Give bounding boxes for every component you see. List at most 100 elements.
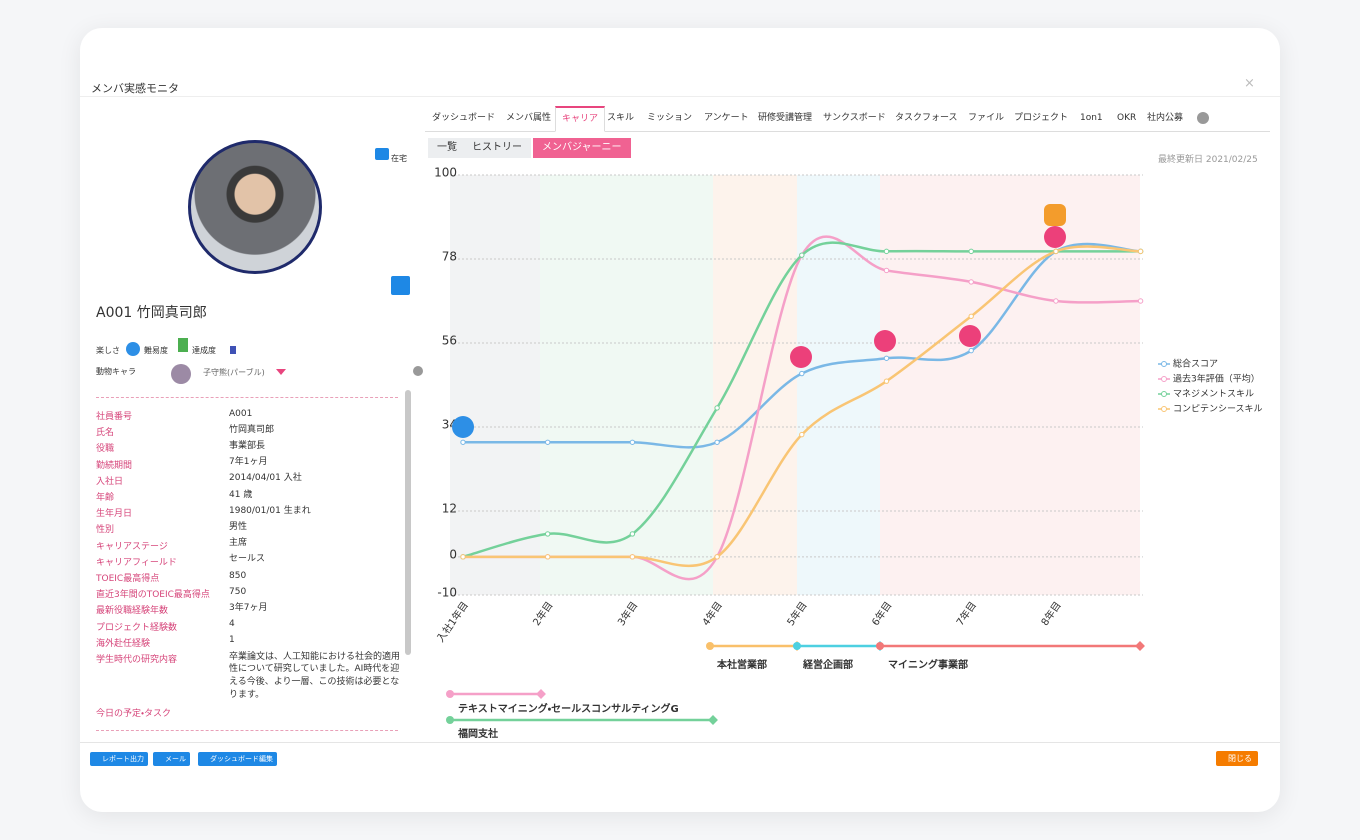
subtab[interactable]: ヒストリー <box>463 138 531 158</box>
tab[interactable]: ファイル <box>968 113 1005 123</box>
y-tick-label: 0 <box>449 547 457 561</box>
edit-button[interactable] <box>391 276 410 295</box>
data-point <box>714 405 720 411</box>
subtab[interactable]: メンバジャーニー <box>533 138 631 158</box>
profile-photo <box>188 140 322 274</box>
field-label: 性別 <box>96 525 115 536</box>
close-icon[interactable]: × <box>1244 76 1255 91</box>
member-name: A001 竹岡真司郎 <box>96 305 207 321</box>
field-value: 男性 <box>229 521 248 532</box>
event-icon <box>452 416 474 438</box>
field-value: 4 <box>229 619 235 630</box>
divider <box>96 730 398 731</box>
data-point <box>1137 248 1144 255</box>
subtab[interactable]: 一覧 <box>428 138 466 158</box>
tab-underline <box>425 131 1270 132</box>
data-point <box>883 355 890 361</box>
period-band <box>880 175 1140 595</box>
x-tick-label: 8年目 <box>1038 599 1064 628</box>
series-line <box>462 241 1141 559</box>
x-tick-label: 3年目 <box>615 599 641 628</box>
event-icon <box>959 325 981 347</box>
field-value: 3年7ヶ月 <box>229 602 268 613</box>
animal-label: 動物キャラ <box>96 367 136 376</box>
event-icon <box>1044 204 1066 226</box>
field-value: 7年1ヶ月 <box>229 457 268 468</box>
indicator-label: 楽しさ <box>96 346 120 355</box>
timeline-start <box>446 716 454 724</box>
tab[interactable]: アンケート <box>704 113 749 123</box>
help-icon[interactable] <box>413 366 423 376</box>
timeline-start <box>446 690 454 698</box>
tab[interactable]: ダッシュボード <box>432 113 496 123</box>
legend-label: マネジメントスキル <box>1173 389 1254 400</box>
data-point <box>1053 298 1059 304</box>
field-value: 41 歳 <box>229 489 253 500</box>
field-label: プロジェクト経験数 <box>96 622 178 633</box>
modal-title: メンバ実感モニタ <box>91 82 179 95</box>
scrollbar[interactable] <box>405 390 411 655</box>
footer-button[interactable]: ダッシュボード編集 <box>198 752 277 766</box>
tab[interactable]: サンクスボード <box>823 113 886 123</box>
field-label: TOEIC最高得点 <box>96 574 160 584</box>
x-tick-label: 6年目 <box>869 599 895 628</box>
legend-swatch <box>1161 361 1167 367</box>
field-value: A001 <box>229 408 253 419</box>
y-tick-label: 56 <box>442 334 457 348</box>
data-point <box>799 370 805 377</box>
data-point <box>799 431 805 438</box>
field-label: 最新役職経験年数 <box>96 606 169 617</box>
data-point <box>883 248 890 255</box>
legend-swatch <box>1161 391 1167 397</box>
event-icon <box>790 346 812 368</box>
tab[interactable]: タスクフォース <box>895 113 958 123</box>
data-point <box>629 439 636 445</box>
x-tick-label: 2年目 <box>530 599 556 628</box>
dropdown-caret[interactable] <box>276 369 286 375</box>
field-label: 年齢 <box>96 493 115 503</box>
tab[interactable]: メンバ属性 <box>506 113 552 123</box>
x-tick-label: 7年目 <box>953 599 979 628</box>
tab[interactable]: スキル <box>607 113 635 123</box>
timeline-label: 本社営業部 <box>716 658 767 671</box>
data-point <box>968 347 974 354</box>
status-text: 在宅 <box>391 154 407 163</box>
help-icon[interactable] <box>1197 112 1209 124</box>
divider <box>80 96 1280 97</box>
y-tick-label: 78 <box>442 250 457 264</box>
field-label: 海外赴任経験 <box>96 638 151 649</box>
data-point <box>460 554 466 560</box>
data-point <box>629 554 636 560</box>
period-band <box>540 175 713 595</box>
data-point <box>968 279 974 285</box>
data-point <box>968 313 974 319</box>
footer-button[interactable]: レポート出力 <box>90 752 148 766</box>
field-label: 社員番号 <box>96 412 133 422</box>
data-point <box>799 252 805 258</box>
last-updated: 最終更新日 2021/02/25 <box>1158 155 1258 165</box>
divider <box>96 397 398 398</box>
field-label: 氏名 <box>96 428 115 439</box>
field-value: 主席 <box>229 538 248 549</box>
tab[interactable]: キャリア <box>555 106 606 132</box>
timeline-start <box>876 642 884 650</box>
timeline-label: 経営企画部 <box>802 658 853 671</box>
tab[interactable]: OKR <box>1117 113 1137 123</box>
x-tick-label: 入社1年目 <box>434 599 471 644</box>
data-point <box>460 439 466 445</box>
tab[interactable]: 社内公募 <box>1147 113 1184 123</box>
field-label: 勤続期間 <box>96 460 133 471</box>
timeline-start <box>793 642 801 650</box>
footer-button[interactable]: メール <box>153 752 190 766</box>
tab[interactable]: ミッション <box>647 113 693 123</box>
field-value: セールス <box>229 554 266 565</box>
tab[interactable]: プロジェクト <box>1014 113 1069 123</box>
period-band <box>450 175 540 595</box>
tab[interactable]: 研修受講管理 <box>758 113 813 123</box>
close-button[interactable]: 閉じる <box>1216 751 1258 766</box>
field-label: キャリアフィールド <box>96 557 177 568</box>
field-value: 事業部長 <box>229 440 266 451</box>
timeline-label: 福岡支社 <box>457 727 498 740</box>
timeline-label: テキストマイニング・セールスコンサルティングG <box>458 702 679 715</box>
tab[interactable]: 1on1 <box>1080 113 1103 123</box>
